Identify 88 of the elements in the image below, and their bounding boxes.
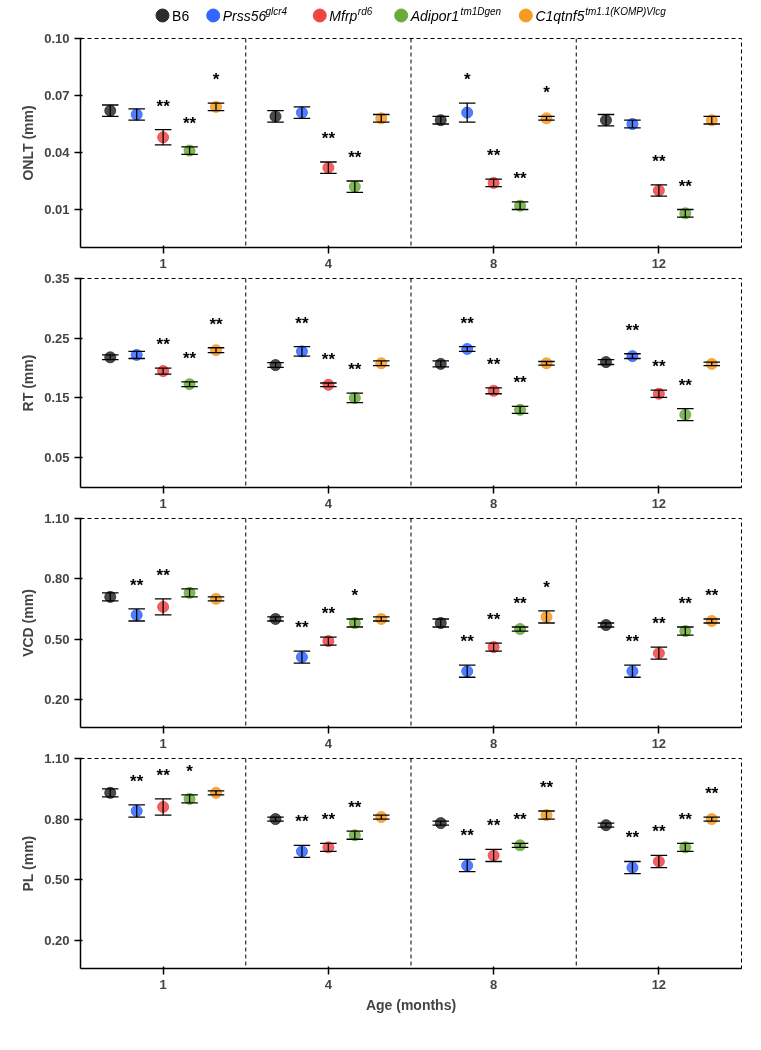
data-label: * [543, 83, 551, 103]
data-label: ** [348, 148, 362, 167]
x-tick-label: 8 [490, 255, 498, 271]
data-label: ** [652, 822, 666, 842]
y-tick-label: 0.01 [44, 202, 70, 217]
data-label: ** [652, 357, 666, 377]
data-label: ** [487, 354, 501, 374]
data-label: ** [130, 771, 144, 791]
y-axis-title: ONLT (mm) [20, 105, 37, 181]
data-label: * [212, 70, 220, 90]
x-tick-label: 1 [159, 976, 167, 992]
data-label: * [463, 70, 471, 90]
x-tick-label: 1 [159, 255, 167, 271]
data-label: ** [652, 614, 666, 634]
data-label: ** [487, 146, 501, 166]
x-tick-label: 8 [490, 735, 498, 751]
data-label: ** [487, 816, 501, 836]
data-label: ** [678, 176, 693, 196]
data-label: ** [348, 798, 362, 818]
data-label: ** [652, 151, 666, 171]
y-axis-title: RT (mm) [20, 354, 37, 412]
data-label: ** [487, 610, 501, 630]
data-label: * [543, 577, 551, 597]
y-tick-label: 0.50 [44, 631, 70, 647]
y-tick-label: 0.05 [44, 450, 70, 466]
data-label: * [186, 761, 194, 781]
x-tick-label: 1 [159, 735, 167, 751]
data-label: ** [460, 826, 475, 846]
x-tick-label: 4 [324, 735, 333, 751]
data-label: ** [539, 778, 554, 797]
data-label: ** [156, 565, 171, 585]
y-tick-label: 0.80 [44, 571, 70, 587]
data-label: ** [460, 313, 475, 333]
y-tick-label: 0.80 [44, 811, 70, 827]
data-label: ** [156, 335, 171, 355]
data-label: ** [321, 810, 336, 830]
data-label: ** [156, 765, 171, 785]
data-label: ** [130, 575, 144, 595]
x-tick-label: 1 [159, 495, 167, 511]
y-tick-label: 0.20 [44, 932, 70, 948]
data-label: ** [678, 594, 693, 614]
data-label: ** [678, 810, 693, 830]
data-label: ** [705, 784, 719, 804]
data-label: ** [182, 113, 197, 133]
data-label: ** [321, 604, 336, 624]
y-axis-title: PL (mm) [20, 835, 37, 892]
x-tick-label: 12 [651, 255, 667, 271]
data-label: ** [625, 828, 640, 848]
data-label: ** [705, 585, 719, 605]
data-label: ** [295, 812, 309, 832]
data-label: ** [295, 313, 309, 333]
x-tick-label: 4 [324, 255, 333, 271]
y-tick-label: 1.10 [44, 511, 70, 526]
y-tick-label: 0.25 [44, 330, 70, 346]
x-tick-label: 8 [490, 495, 498, 511]
y-tick-label: 0.35 [44, 271, 70, 286]
data-label: ** [460, 632, 475, 652]
data-label: ** [209, 314, 224, 334]
data-label: ** [321, 129, 336, 148]
y-tick-label: 0.04 [44, 145, 71, 160]
data-label: ** [156, 96, 171, 116]
data-label: ** [295, 618, 309, 638]
data-label: ** [513, 168, 528, 188]
legend-label: B6 [172, 7, 190, 24]
x-axis-title: Age (months) [365, 996, 457, 1013]
data-label: ** [625, 632, 640, 652]
x-tick-label: 12 [651, 976, 667, 992]
y-tick-label: 0.15 [44, 390, 70, 406]
data-label: ** [513, 373, 528, 393]
y-tick-label: 0.20 [44, 691, 70, 707]
data-label: ** [182, 348, 197, 368]
x-tick-label: 12 [651, 735, 667, 751]
x-tick-label: 12 [651, 495, 667, 511]
data-label: ** [321, 350, 336, 369]
data-label: ** [348, 360, 362, 380]
data-label: * [351, 585, 359, 605]
y-tick-label: 0.07 [44, 88, 70, 103]
data-label: ** [513, 810, 528, 830]
y-tick-label: 0.10 [44, 31, 70, 46]
x-tick-label: 8 [490, 976, 498, 992]
data-label: ** [513, 594, 528, 614]
y-tick-label: 0.50 [44, 872, 70, 888]
x-tick-label: 4 [324, 976, 333, 992]
x-tick-label: 4 [324, 495, 333, 511]
y-axis-title: VCD (mm) [20, 589, 37, 657]
data-label: ** [678, 375, 693, 395]
data-label: ** [625, 320, 640, 340]
y-tick-label: 1.10 [44, 751, 70, 766]
